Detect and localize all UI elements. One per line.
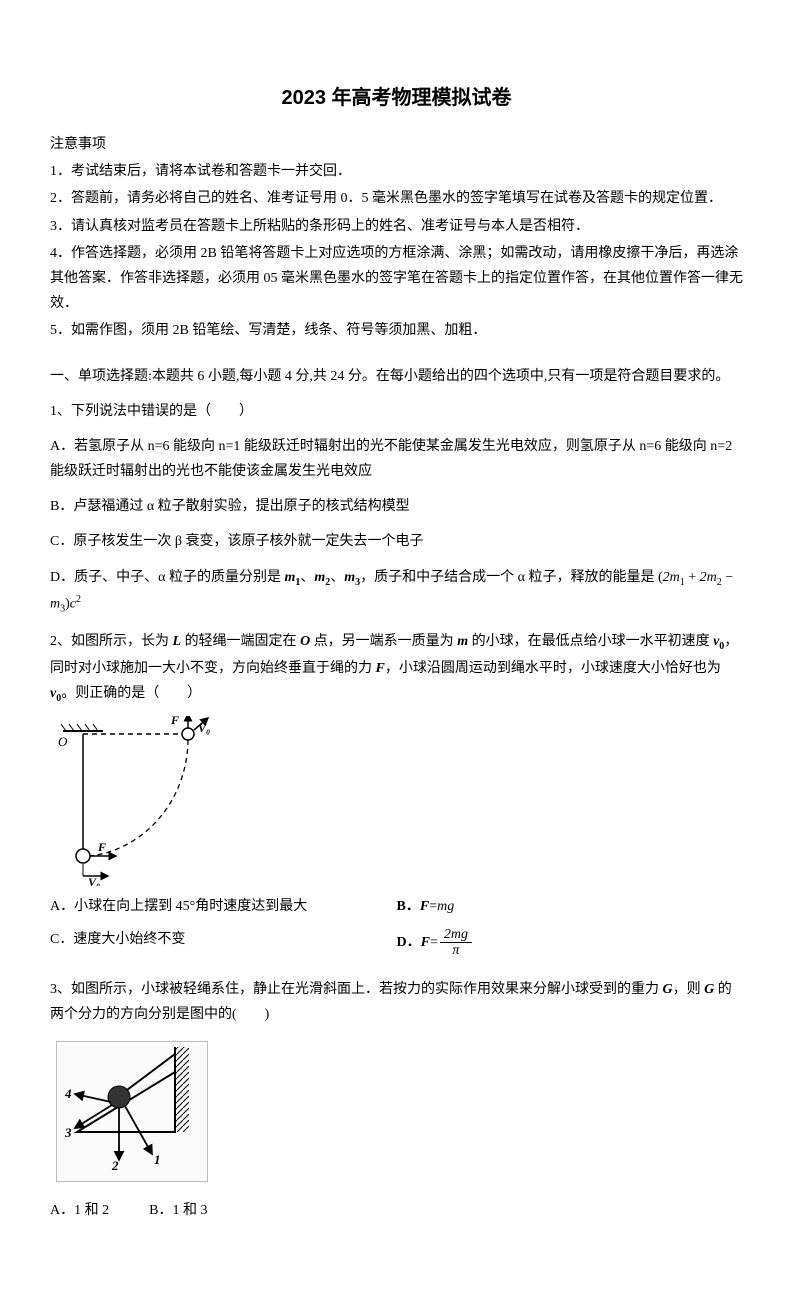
opt-m2s: 2	[325, 576, 330, 587]
svg-text:V₀: V₀	[198, 721, 210, 735]
notice-item: 2．答题前，请务必将自己的姓名、准考证号用 0．5 毫米黑色墨水的签字笔填写在试…	[50, 186, 743, 211]
opt-m2: m	[314, 570, 325, 585]
q2-p4: 的小球，在最低点给小球一水平初速度	[468, 634, 713, 649]
q3-p2: ，则	[673, 982, 705, 997]
page-title: 2023 年高考物理模拟试卷	[50, 80, 743, 116]
q2-optD-prefix: D．F=	[397, 935, 438, 950]
q3-p1: 3、如图所示，小球被轻绳系住，静止在光滑斜面上．若按力的实际作用效果来分解小球受…	[50, 982, 663, 997]
svg-text:F: F	[170, 716, 179, 727]
frac-num: 2mg	[440, 927, 472, 943]
opt-m1: m	[284, 570, 295, 585]
q1-optD-prefix: D．质子、中子、α 粒子的质量分别是	[50, 570, 284, 585]
q3-opt-A: A．1 和 2	[50, 1198, 109, 1223]
sym-O: O	[300, 634, 310, 649]
formula-minus: −	[722, 570, 733, 585]
formula-2m2: 2m	[700, 570, 717, 585]
notice-item: 3．请认真核对监考员在答题卡上所粘贴的条形码上的姓名、准考证号与本人是否相符．	[50, 214, 743, 239]
question-2: 2、如图所示，长为 L 的轻绳一端固定在 O 点，另一端系一质量为 m 的小球，…	[50, 629, 743, 967]
question-3: 3、如图所示，小球被轻绳系住，静止在光滑斜面上．若按力的实际作用效果来分解小球受…	[50, 977, 743, 1232]
q3-stem: 3、如图所示，小球被轻绳系住，静止在光滑斜面上．若按力的实际作用效果来分解小球受…	[50, 977, 743, 1027]
q2-p6: ，小球沿圆周运动到绳水平时，小球速度大小恰好也为	[385, 661, 721, 676]
formula-c2: 2	[76, 594, 81, 605]
q2-opt-A: A．小球在向上摆到 45°角时速度达到最大	[50, 894, 397, 919]
opt-m3: m	[344, 570, 355, 585]
formula-2m1: 2m	[663, 570, 680, 585]
q2-p2: 的轻绳一端固定在	[181, 634, 300, 649]
q1-stem: 1、下列说法中错误的是（ ）	[50, 399, 743, 424]
sym-m: m	[457, 634, 468, 649]
svg-text:2: 2	[111, 1158, 119, 1172]
q3-opt-B: B．1 和 3	[149, 1198, 207, 1223]
notice-item: 1．考试结束后，请将本试卷和答题卡一并交回．	[50, 159, 743, 184]
q2-frac: 2mgπ	[440, 927, 472, 959]
sym-G2: G	[704, 982, 714, 997]
q1-opt-D: D．质子、中子、α 粒子的质量分别是 m1、m2、m3，质子和中子结合成一个 α…	[50, 565, 743, 619]
notice-item: 5．如需作图，须用 2B 铅笔绘、写清楚，线条、符号等须加黑、加粗．	[50, 318, 743, 343]
q2-opt-C: C．速度大小始终不变	[50, 927, 397, 959]
q3-figure: 4 3 2 1	[57, 1042, 207, 1172]
frac-den: π	[440, 943, 472, 958]
q3-options: A．1 和 2 B．1 和 3	[50, 1198, 743, 1231]
opt-m1s: 1	[295, 576, 300, 587]
q2-opt-D: D．F=2mgπ	[397, 927, 744, 959]
svg-text:O: O	[58, 734, 68, 749]
sym-L: L	[173, 634, 182, 649]
q2-p3: 点，另一端系一质量为	[310, 634, 457, 649]
q2-p1: 2、如图所示，长为	[50, 634, 173, 649]
svg-text:4: 4	[64, 1086, 72, 1101]
q1-opt-C: C．原子核发生一次 β 衰变，该原子核外就一定失去一个电子	[50, 529, 743, 554]
formula-plus1: +	[685, 570, 700, 585]
notice-list: 1．考试结束后，请将本试卷和答题卡一并交回． 2．答题前，请务必将自己的姓名、准…	[50, 159, 743, 343]
svg-text:F: F	[97, 840, 106, 854]
q2-figure: O F V₀ F V₀	[58, 716, 218, 886]
q2-stem: 2、如图所示，长为 L 的轻绳一端固定在 O 点，另一端系一质量为 m 的小球，…	[50, 629, 743, 708]
q2-options: A．小球在向上摆到 45°角时速度达到最大 B．F=mg C．速度大小始终不变 …	[50, 894, 743, 967]
question-1: 1、下列说法中错误的是（ ） A．若氢原子从 n=6 能级向 n=1 能级跃迁时…	[50, 399, 743, 619]
q2-opt-B: B．F=mg	[397, 894, 744, 919]
sym-G: G	[663, 982, 673, 997]
notice-item: 4．作答选择题，必须用 2B 铅笔将答题卡上对应选项的方框涂满、涂黑；如需改动，…	[50, 241, 743, 317]
svg-text:1: 1	[154, 1152, 161, 1167]
svg-text:3: 3	[64, 1125, 72, 1140]
q1-optD-mid: ，质子和中子结合成一个 α 粒子，释放的能量是	[360, 570, 654, 585]
q1-opt-A: A．若氢原子从 n=6 能级向 n=1 能级跃迁时辐射出的光不能使某金属发生光电…	[50, 434, 743, 484]
formula-m3: m	[50, 597, 60, 612]
q2-p7: 。则正确的是（ ）	[61, 686, 201, 701]
sym-F: F	[376, 661, 385, 676]
q1-opt-B: B．卢瑟福通过 α 粒子散射实验，提出原子的核式结构模型	[50, 494, 743, 519]
q3-figure-box: 4 3 2 1	[56, 1041, 208, 1182]
section-header: 一、单项选择题:本题共 6 小题,每小题 4 分,共 24 分。在每小题给出的四…	[50, 364, 743, 389]
notice-heading: 注意事项	[50, 132, 743, 157]
svg-text:V₀: V₀	[88, 875, 100, 886]
